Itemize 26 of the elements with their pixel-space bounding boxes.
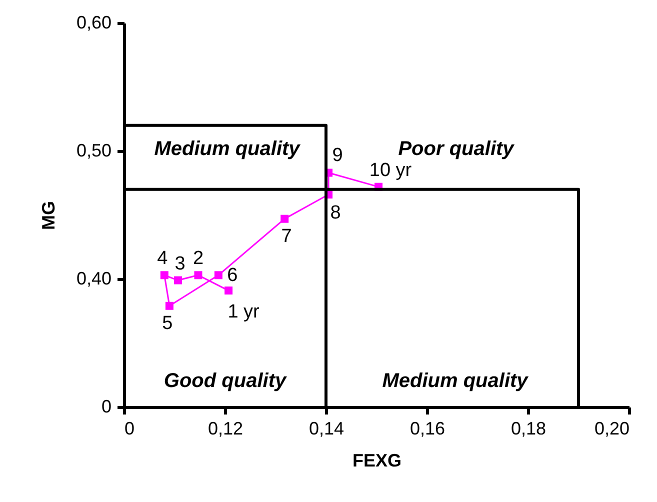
annotation: 9	[332, 144, 343, 166]
x-axis-title: FEXG	[352, 450, 402, 470]
x-tick-label: 0,18	[510, 418, 546, 438]
annotation: 2	[192, 248, 204, 270]
annotation: Good quality	[164, 370, 287, 392]
annotation: 3	[174, 253, 186, 274]
y-tick-label: 0	[101, 396, 112, 416]
annotation: 8	[330, 202, 341, 224]
x-tick-label: 0,14	[308, 418, 344, 438]
y-tick-label: 0,50	[76, 140, 112, 160]
annotation: Poor quality	[398, 138, 515, 160]
annotation: 1 yr	[228, 302, 260, 323]
x-tick-label: 0,16	[410, 418, 446, 438]
annotation: Medium quality	[154, 138, 301, 160]
annotation: 6	[227, 265, 238, 286]
annotation: 10 yr	[369, 160, 412, 181]
x-tick-label: 0	[124, 418, 135, 438]
y-axis-title: MG	[38, 201, 58, 230]
x-tick-label: 0,12	[208, 418, 244, 438]
annotation: Medium quality	[382, 370, 529, 392]
annotation: 7	[281, 226, 292, 247]
annotation: 4	[157, 248, 168, 270]
y-tick-label: 0,40	[76, 268, 112, 288]
y-tick-label: 0,60	[76, 12, 112, 32]
annotation: 5	[162, 312, 173, 334]
x-tick-label: 0,20	[594, 418, 630, 438]
